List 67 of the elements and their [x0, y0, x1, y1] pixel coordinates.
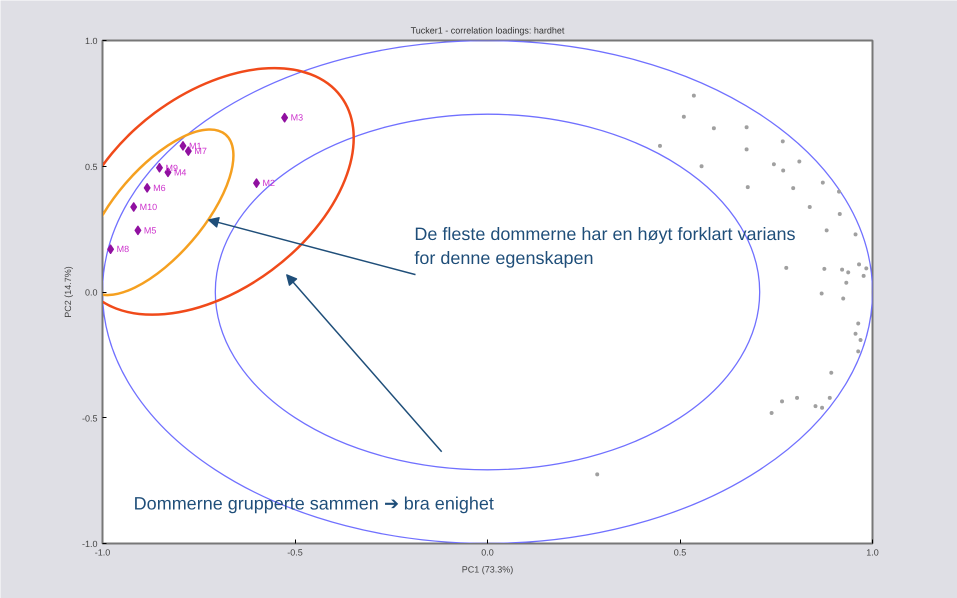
point	[864, 266, 868, 270]
point	[744, 125, 749, 130]
point	[829, 370, 834, 375]
point	[781, 168, 786, 173]
point	[857, 262, 862, 266]
y-tick-label: -0.5	[82, 413, 98, 424]
point	[658, 144, 662, 148]
point	[854, 332, 858, 336]
point	[700, 164, 704, 168]
point	[841, 296, 846, 301]
y-tick-label: 1.0	[84, 36, 98, 46]
point	[746, 185, 750, 190]
point	[856, 349, 860, 354]
point	[808, 204, 812, 209]
point	[820, 180, 825, 185]
point	[784, 266, 788, 270]
point	[856, 321, 860, 326]
point	[780, 139, 785, 144]
y-axis-title: PC2 (14.7%)	[62, 266, 73, 318]
point	[862, 274, 866, 278]
point	[281, 112, 288, 123]
point	[144, 182, 151, 193]
point	[130, 202, 138, 212]
point	[820, 406, 824, 410]
point	[846, 270, 850, 274]
point	[824, 228, 829, 232]
point	[712, 126, 716, 130]
point	[820, 292, 824, 296]
point	[858, 338, 863, 342]
point	[814, 404, 818, 408]
point	[840, 268, 844, 272]
point	[772, 162, 776, 166]
data-label: M8	[116, 244, 130, 254]
point	[828, 396, 832, 400]
chart-title: Tucker1 - correlation loadings: hardhet	[410, 26, 565, 36]
point	[844, 280, 848, 285]
data-label: M6	[153, 182, 166, 193]
point	[854, 232, 858, 236]
point	[770, 410, 774, 415]
point	[780, 399, 784, 404]
point	[744, 147, 749, 152]
y-tick-label: 0.0	[84, 288, 98, 298]
data-label: M5	[144, 225, 156, 236]
point	[838, 212, 842, 216]
point	[822, 266, 826, 271]
point	[134, 225, 142, 236]
point	[107, 244, 114, 254]
point	[595, 472, 600, 476]
point	[692, 94, 696, 98]
point	[682, 114, 686, 119]
x-tick-label: 1.0	[866, 548, 879, 558]
data-label: M10	[140, 202, 158, 212]
x-tick-label: -1.0	[94, 548, 110, 558]
y-tick-label: 0.5	[84, 162, 98, 172]
point	[156, 162, 163, 173]
x-tick-label: 0.0	[481, 548, 494, 558]
point	[179, 140, 186, 151]
x-axis-title: PC1 (73.3%)	[462, 564, 514, 574]
data-label: M9	[165, 162, 178, 173]
point	[837, 190, 842, 194]
point	[797, 159, 802, 164]
x-tick-label: -0.5	[287, 548, 303, 558]
y-tick-label: -1.0	[82, 539, 98, 549]
data-label: M3	[290, 112, 304, 123]
point	[795, 396, 800, 400]
x-tick-label: 0.5	[674, 548, 686, 558]
point	[791, 186, 796, 190]
